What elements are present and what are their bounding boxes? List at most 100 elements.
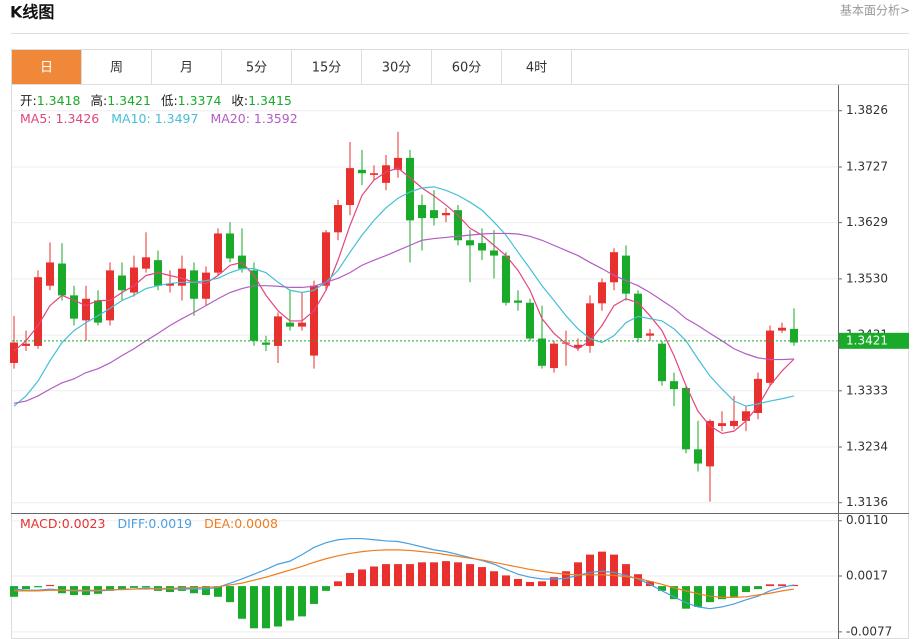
info-label: 收:: [231, 93, 248, 108]
legend-name: MA5:: [20, 111, 52, 126]
macd-bar: [46, 584, 54, 587]
tab[interactable]: [431, 49, 502, 85]
macd-bar: [130, 586, 138, 588]
macd-bar: [118, 586, 126, 590]
y-tick-label: 1.3333: [846, 383, 888, 397]
macd-bar: [22, 586, 30, 590]
legend-value: 1.3426: [56, 111, 100, 126]
macd-bar: [610, 554, 618, 587]
line-series: [13, 232, 795, 404]
macd-bar: [766, 584, 774, 587]
candle-body: [214, 233, 222, 273]
macd-bar: [490, 571, 498, 587]
tab-label: 4时: [526, 61, 547, 76]
candle-body: [286, 322, 294, 327]
tab-label: 5分: [246, 61, 267, 76]
candle-body: [82, 298, 90, 321]
candle-body: [406, 157, 414, 221]
candle-body: [358, 169, 366, 174]
macd-bar: [346, 573, 354, 587]
candle-body: [70, 295, 78, 319]
macd-bar: [742, 586, 750, 593]
candle-body: [274, 316, 282, 346]
page-title: K线图: [10, 3, 54, 22]
candle-body: [778, 327, 786, 331]
legend-name: MACD:: [20, 516, 62, 531]
candle-body: [766, 330, 774, 383]
legend-value: 0.0019: [148, 516, 192, 531]
tab[interactable]: [501, 49, 572, 85]
candle-body: [106, 270, 114, 321]
candle-body: [682, 387, 690, 450]
candle-body: [250, 270, 258, 341]
macd-bar: [394, 564, 402, 587]
candle-body: [538, 338, 546, 366]
candle-body: [658, 343, 666, 382]
candle-body: [58, 263, 66, 296]
candle-body: [142, 257, 150, 269]
macd-bar: [718, 586, 726, 600]
macd-bar: [706, 586, 714, 603]
candle-body: [502, 255, 510, 303]
macd-bar: [298, 586, 306, 617]
candle-body: [598, 282, 606, 304]
candle-body: [706, 420, 714, 467]
candle-body: [694, 449, 702, 464]
macd-bar: [382, 564, 390, 587]
macd-bar: [250, 586, 258, 629]
macd-bar: [34, 586, 42, 588]
macd-bar: [322, 586, 330, 591]
legend-value: 1.3592: [254, 111, 298, 126]
candle-body: [490, 250, 498, 256]
candle-body: [586, 303, 594, 346]
candle-body: [202, 272, 210, 299]
tab[interactable]: [221, 49, 292, 85]
ohlc-info: 开:1.3418 高:1.3421 低:1.3374 收:1.3415: [20, 93, 292, 108]
tab[interactable]: [151, 49, 222, 85]
info-label: 低:: [161, 93, 178, 108]
macd-bar: [586, 554, 594, 587]
tab[interactable]: [361, 49, 432, 85]
info-value: 1.3415: [248, 93, 292, 108]
macd-bar: [466, 564, 474, 587]
candle-body: [730, 420, 738, 427]
macd-bar: [754, 586, 762, 590]
macd-bar: [106, 586, 114, 591]
candle-body: [550, 343, 558, 369]
candle-body: [370, 173, 378, 175]
candle-body: [190, 270, 198, 299]
macd-bar: [418, 562, 426, 587]
candle-body: [262, 342, 270, 345]
macd-bar: [526, 581, 534, 587]
tab[interactable]: [291, 49, 362, 85]
info-value: 1.3421: [107, 93, 151, 108]
y-tick-label: 0.0017: [846, 569, 888, 583]
macd-bar: [454, 562, 462, 587]
tab[interactable]: [11, 49, 82, 85]
line-series: [13, 167, 795, 435]
macd-bar: [538, 581, 546, 587]
candle-body: [610, 252, 618, 283]
macd-bar: [634, 574, 642, 587]
line-series: [13, 537, 795, 610]
tab-label: 15分: [312, 61, 342, 76]
candle-body: [94, 300, 102, 323]
candle-body: [742, 411, 750, 421]
candle-body: [430, 210, 438, 219]
info-label: 开:: [20, 93, 37, 108]
macd-bar: [730, 586, 738, 597]
y-tick-label: 1.3530: [846, 271, 888, 285]
legend-value: 0.0023: [62, 516, 106, 531]
candle-body: [646, 333, 654, 336]
candle-body: [34, 277, 42, 346]
macd-bar: [142, 586, 150, 588]
macd-bar: [370, 566, 378, 587]
candle-body: [466, 240, 474, 246]
y-tick-label: 1.3234: [846, 440, 888, 454]
link[interactable]: 基本面分析>: [840, 4, 910, 18]
info-value: 1.3374: [178, 93, 222, 108]
tab-label: 月: [180, 61, 193, 76]
y-tick-label: 1.3136: [846, 495, 888, 509]
